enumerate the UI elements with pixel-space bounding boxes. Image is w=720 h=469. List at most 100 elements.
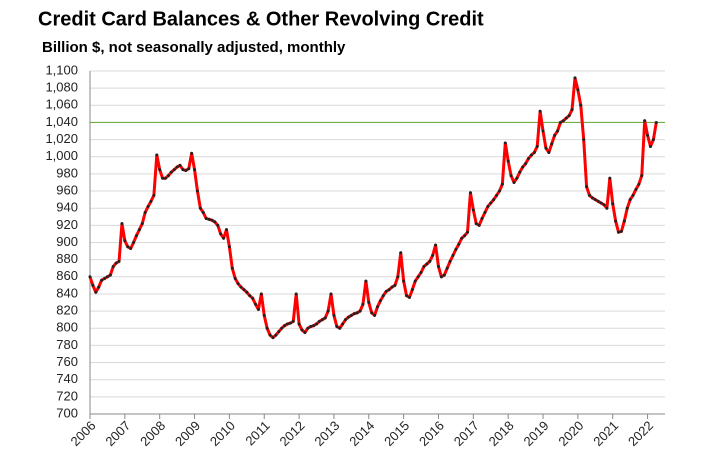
data-point [251, 296, 255, 300]
data-point [259, 292, 263, 296]
data-point [625, 206, 629, 210]
x-tick-label: 2015 [381, 418, 412, 449]
data-point [619, 229, 623, 233]
data-point [198, 206, 202, 210]
data-point [422, 265, 426, 269]
data-point [602, 203, 606, 207]
data-point [567, 114, 571, 118]
data-point [614, 219, 618, 223]
data-point [558, 120, 562, 124]
data-point [346, 315, 350, 319]
data-point [268, 333, 272, 337]
data-point [521, 165, 525, 169]
data-point [338, 326, 342, 330]
data-point [599, 201, 603, 205]
data-point [236, 282, 240, 286]
data-point [500, 182, 504, 186]
data-point [596, 199, 600, 203]
data-point [561, 119, 565, 123]
data-point [169, 170, 173, 174]
data-point [483, 210, 487, 214]
data-point [323, 316, 327, 320]
data-point [489, 201, 493, 205]
y-tick-label: 700 [56, 405, 78, 420]
data-point [288, 321, 292, 325]
y-tick-label: 920 [56, 217, 78, 232]
data-point [201, 210, 205, 214]
data-point [634, 187, 638, 191]
data-point [265, 326, 269, 330]
y-tick-label: 740 [56, 371, 78, 386]
data-point [492, 198, 496, 202]
data-point [454, 247, 458, 251]
data-point [88, 275, 92, 279]
data-point [103, 277, 107, 281]
data-point [460, 236, 464, 240]
data-point [643, 119, 647, 123]
data-point [207, 217, 211, 221]
data-point [294, 292, 298, 296]
data-point [393, 283, 397, 287]
y-tick-label: 780 [56, 337, 78, 352]
data-point [364, 279, 368, 283]
data-point [230, 266, 234, 270]
data-point [576, 88, 580, 92]
x-tick-label: 2006 [67, 418, 98, 449]
data-point [585, 185, 589, 189]
data-point [341, 322, 345, 326]
data-point [297, 322, 301, 326]
data-point [329, 292, 333, 296]
data-point [378, 299, 382, 303]
series-line [88, 76, 658, 340]
data-point [608, 176, 612, 180]
data-point [535, 144, 539, 148]
data-point [193, 168, 197, 172]
chart-title: Credit Card Balances & Other Revolving C… [38, 8, 484, 30]
data-point [126, 245, 130, 249]
data-point [628, 198, 632, 202]
data-point [471, 208, 475, 212]
data-point [114, 261, 118, 265]
data-point [373, 313, 377, 317]
data-point [158, 168, 162, 172]
x-tick-label: 2007 [102, 418, 133, 449]
data-point [361, 302, 365, 306]
data-point [503, 141, 507, 145]
data-point [416, 275, 420, 279]
data-point [204, 216, 208, 220]
x-tick-label: 2009 [172, 418, 203, 449]
data-point [291, 319, 295, 323]
data-point [387, 288, 391, 292]
data-point [573, 76, 577, 80]
data-point [651, 138, 655, 142]
data-point [431, 253, 435, 257]
data-point [547, 150, 551, 154]
data-point [457, 242, 461, 246]
data-point [532, 150, 536, 154]
data-point [617, 230, 621, 234]
data-point [303, 331, 307, 335]
data-point [248, 294, 252, 298]
x-tick-label: 2016 [416, 418, 447, 449]
y-tick-label: 1,080 [45, 80, 78, 95]
data-point [428, 259, 432, 263]
data-point [466, 230, 470, 234]
data-point [474, 222, 478, 226]
data-point [105, 275, 109, 279]
data-point [506, 159, 510, 163]
data-point [544, 146, 548, 150]
data-point [166, 174, 170, 178]
y-tick-label: 1,060 [45, 97, 78, 112]
data-point [529, 153, 533, 157]
data-point [283, 324, 287, 328]
data-point [306, 326, 310, 330]
data-point [195, 189, 199, 193]
y-tick-label: 1,040 [45, 114, 78, 129]
data-point [309, 325, 313, 329]
x-tick-label: 2012 [277, 418, 308, 449]
data-point [100, 278, 104, 282]
data-point [468, 191, 472, 195]
data-point [367, 301, 371, 305]
data-point [245, 290, 249, 294]
data-point [108, 273, 112, 277]
